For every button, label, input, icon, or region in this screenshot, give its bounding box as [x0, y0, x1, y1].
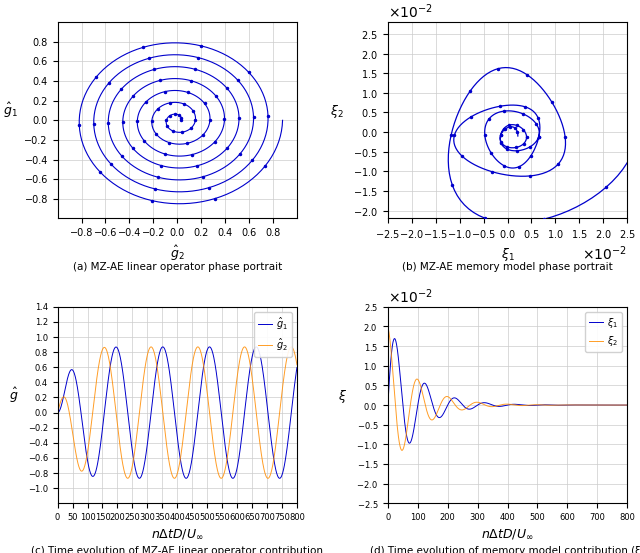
$\xi_2$: [621, 401, 629, 408]
$\hat{g}_1$: [54, 409, 61, 416]
Y-axis label: $\xi_2$: $\xi_2$: [330, 103, 343, 121]
$\hat{g}_2$: [117, 448, 125, 455]
Text: (b) MZ-AE memory model phase portrait: (b) MZ-AE memory model phase portrait: [402, 262, 613, 272]
X-axis label: $n\Delta t D/U_{\infty}$: $n\Delta t D/U_{\infty}$: [151, 528, 204, 541]
$\hat{g}_2$: [264, 475, 272, 482]
$\hat{g}_1$: [89, 473, 97, 479]
Legend: $\hat{g}_1$, $\hat{g}_2$: $\hat{g}_1$, $\hat{g}_2$: [254, 312, 292, 357]
$\xi_1$: [536, 401, 544, 408]
$\xi_2$: [419, 393, 427, 399]
$\hat{g}_1$: [293, 364, 301, 371]
Y-axis label: $\xi$: $\xi$: [338, 388, 347, 405]
Text: (a) MZ-AE linear operator phase portrait: (a) MZ-AE linear operator phase portrait: [72, 262, 282, 272]
$\hat{g}_2$: [163, 441, 170, 447]
$\xi_1$: [493, 403, 501, 410]
$\xi_2$: [417, 382, 424, 389]
$\hat{g}_2$: [291, 352, 299, 359]
Text: (d) Time evolution of memory model contribution (ξ): (d) Time evolution of memory model contr…: [370, 546, 640, 553]
$\xi_2$: [447, 397, 455, 403]
$\hat{g}_1$: [252, 343, 260, 350]
$\xi_2$: [623, 401, 631, 408]
Text: (c) Time evolution of MZ-AE linear operator contribution: (c) Time evolution of MZ-AE linear opera…: [31, 546, 323, 553]
Y-axis label: $\hat{g}$: $\hat{g}$: [9, 386, 19, 405]
$\xi_1$: [621, 401, 629, 408]
$\hat{g}_1$: [117, 356, 125, 363]
Line: $\xi_2$: $\xi_2$: [388, 327, 627, 450]
Line: $\xi_1$: $\xi_1$: [388, 338, 627, 443]
X-axis label: $n\Delta t D/U_{\infty}$: $n\Delta t D/U_{\infty}$: [481, 528, 534, 541]
Y-axis label: $\hat{g}_1$: $\hat{g}_1$: [3, 101, 18, 121]
$\xi_1$: [448, 396, 456, 403]
$\xi_2$: [398, 447, 406, 453]
X-axis label: $\xi_1$: $\xi_1$: [500, 246, 515, 263]
$\hat{g}_2$: [54, 409, 61, 416]
$\hat{g}_2$: [241, 343, 248, 350]
$\hat{g}_2$: [293, 361, 301, 368]
$\xi_1$: [420, 380, 428, 387]
$\xi_1$: [417, 387, 424, 393]
$\hat{g}_1$: [163, 352, 170, 358]
Line: $\hat{g}_2$: $\hat{g}_2$: [58, 347, 297, 478]
$\hat{g}_1$: [291, 377, 299, 384]
$\hat{g}_2$: [89, 410, 97, 416]
$\xi_1$: [390, 335, 398, 342]
$\xi_1$: [384, 401, 392, 408]
$\hat{g}_1$: [86, 468, 93, 474]
$\xi_1$: [623, 401, 631, 408]
$\xi_2$: [384, 324, 392, 331]
$\xi_2$: [493, 403, 501, 409]
$\hat{g}_2$: [205, 404, 213, 411]
Legend: $\xi_1$, $\xi_2$: $\xi_1$, $\xi_2$: [585, 312, 622, 352]
Line: $\hat{g}_1$: $\hat{g}_1$: [58, 347, 297, 478]
X-axis label: $\hat{g}_2$: $\hat{g}_2$: [170, 244, 184, 263]
$\xi_2$: [536, 401, 543, 408]
$\xi_1$: [406, 440, 413, 446]
$\hat{g}_2$: [86, 432, 93, 439]
$\hat{g}_1$: [205, 344, 213, 351]
$\hat{g}_1$: [229, 475, 237, 482]
